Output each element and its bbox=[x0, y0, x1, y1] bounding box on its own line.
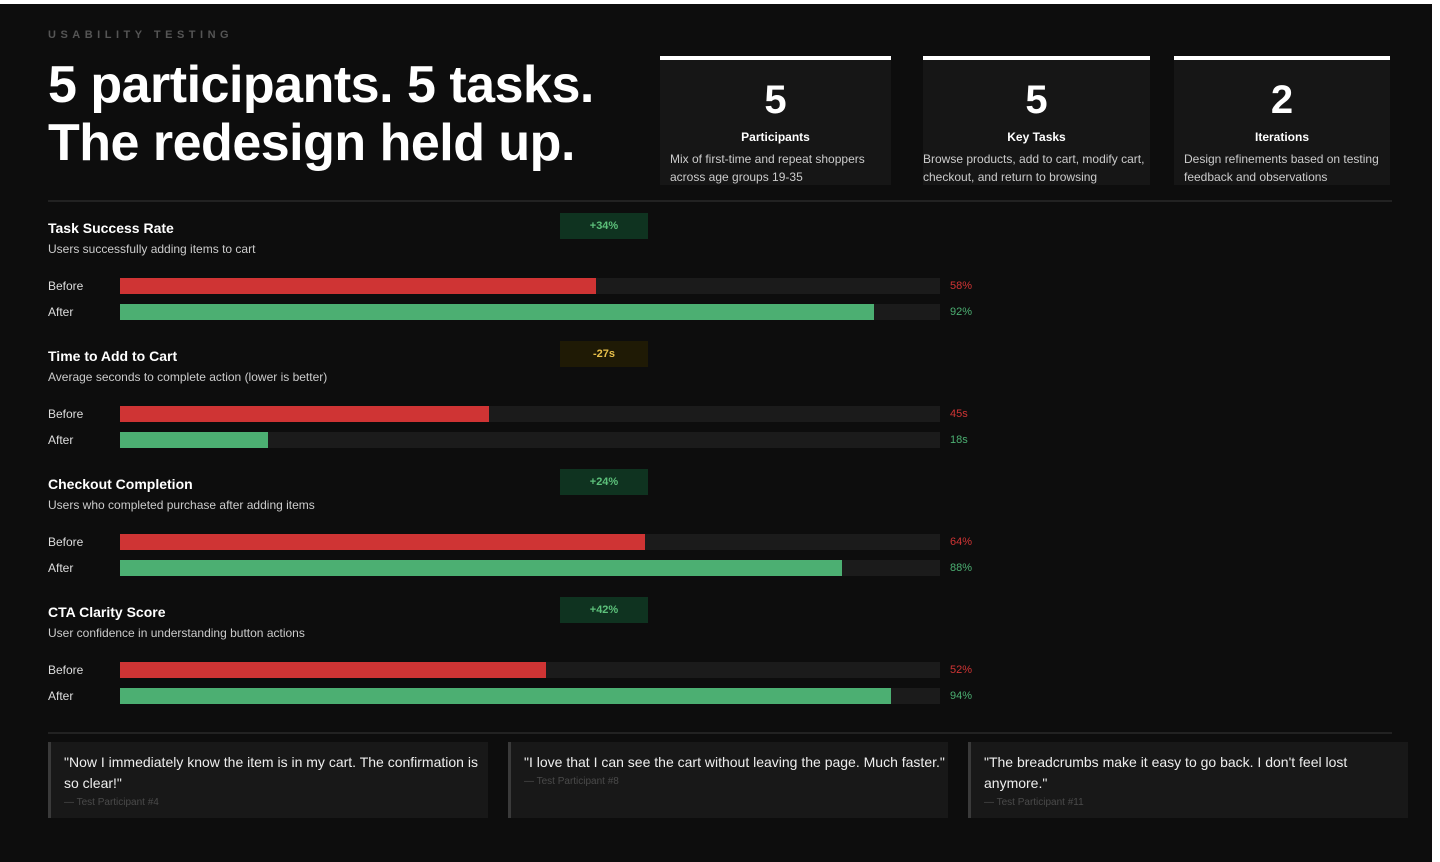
after-value: 94% bbox=[950, 690, 973, 702]
after-value: 18s bbox=[950, 434, 968, 446]
before-value: 58% bbox=[950, 280, 973, 292]
stat-description: Browse products, add to cart, modify car… bbox=[923, 152, 1145, 184]
after-bar-track bbox=[120, 304, 940, 320]
metric-time-to-add-to-cart: Time to Add to Cart Average seconds to c… bbox=[48, 341, 988, 468]
stat-label: Key Tasks bbox=[1007, 130, 1066, 144]
change-badge: +42% bbox=[560, 597, 648, 623]
change-badge: +34% bbox=[560, 213, 648, 239]
metric-subtitle: Users who completed purchase after addin… bbox=[48, 498, 315, 512]
stat-label: Participants bbox=[741, 130, 810, 144]
before-bar-track bbox=[120, 534, 940, 550]
quote-author: — Test Participant #11 bbox=[984, 797, 1084, 808]
after-value: 88% bbox=[950, 562, 973, 574]
quote-card: "Now I immediately know the item is in m… bbox=[48, 742, 488, 818]
before-bar-track bbox=[120, 662, 940, 678]
after-label: After bbox=[48, 561, 74, 575]
before-label: Before bbox=[48, 407, 84, 421]
metric-subtitle: Users successfully adding items to cart bbox=[48, 242, 256, 256]
metric-task-success-rate: Task Success Rate Users successfully add… bbox=[48, 213, 988, 340]
metric-cta-clarity-score: CTA Clarity Score User confidence in und… bbox=[48, 597, 988, 724]
before-row: Before 58% bbox=[48, 278, 988, 294]
divider bbox=[48, 200, 1392, 202]
after-row: After 18s bbox=[48, 432, 988, 448]
after-bar-track bbox=[120, 688, 940, 704]
metric-checkout-completion: Checkout Completion Users who completed … bbox=[48, 469, 988, 596]
before-bar-track bbox=[120, 278, 940, 294]
before-row: Before 45s bbox=[48, 406, 988, 422]
stat-value: 5 bbox=[764, 78, 787, 122]
stat-value: 2 bbox=[1270, 78, 1294, 122]
after-label: After bbox=[48, 433, 74, 447]
after-label: After bbox=[48, 305, 74, 319]
metric-title: Checkout Completion bbox=[48, 476, 193, 492]
usability-testing-page: USABILITY TESTING 5 participants. 5 task… bbox=[0, 4, 1432, 862]
before-label: Before bbox=[48, 279, 84, 293]
after-bar-track bbox=[120, 432, 940, 448]
metric-subtitle: User confidence in understanding button … bbox=[48, 626, 305, 640]
after-value: 92% bbox=[950, 306, 973, 318]
stat-card-participants: 5 Participants Mix of first-time and rep… bbox=[660, 56, 891, 185]
after-bar-track bbox=[120, 560, 940, 576]
metric-title: Task Success Rate bbox=[48, 220, 174, 236]
headline-line-1: 5 participants. 5 tasks. bbox=[48, 56, 594, 114]
after-row: After 94% bbox=[48, 688, 988, 704]
after-label: After bbox=[48, 689, 74, 703]
after-row: After 92% bbox=[48, 304, 988, 320]
before-label: Before bbox=[48, 535, 84, 549]
metric-subtitle: Average seconds to complete action (lowe… bbox=[48, 370, 328, 384]
before-bar-track bbox=[120, 406, 940, 422]
stat-card-iterations: 2 Iterations Design refinements based on… bbox=[1174, 56, 1390, 185]
metric-title: CTA Clarity Score bbox=[48, 604, 166, 620]
before-value: 64% bbox=[950, 536, 973, 548]
before-label: Before bbox=[48, 663, 84, 677]
eyebrow-label: USABILITY TESTING bbox=[48, 29, 234, 41]
metric-title: Time to Add to Cart bbox=[48, 348, 178, 364]
stat-description: Mix of first-time and repeat shoppers ac… bbox=[670, 152, 865, 184]
quote-text: "I love that I can see the cart without … bbox=[524, 754, 945, 770]
after-bar bbox=[120, 432, 268, 448]
quote-text: "The breadcrumbs make it easy to go back… bbox=[984, 754, 1348, 791]
divider bbox=[48, 732, 1392, 734]
before-row: Before 64% bbox=[48, 534, 988, 550]
stat-label: Iterations bbox=[1254, 130, 1309, 144]
quote-author: — Test Participant #4 bbox=[64, 797, 159, 808]
before-bar bbox=[120, 662, 547, 678]
before-value: 45s bbox=[950, 408, 968, 420]
change-badge: +24% bbox=[560, 469, 648, 495]
after-bar bbox=[120, 688, 891, 704]
stat-value: 5 bbox=[1025, 78, 1048, 122]
quote-card: "The breadcrumbs make it easy to go back… bbox=[968, 742, 1408, 818]
headline-line-2: The redesign held up. bbox=[48, 114, 575, 172]
change-badge: -27s bbox=[560, 341, 648, 367]
before-row: Before 52% bbox=[48, 662, 988, 678]
after-bar bbox=[120, 304, 875, 320]
after-bar bbox=[120, 560, 842, 576]
after-row: After 88% bbox=[48, 560, 988, 576]
before-bar bbox=[120, 534, 645, 550]
stat-card-key-tasks: 5 Key Tasks Browse products, add to cart… bbox=[923, 56, 1150, 185]
stat-description: Design refinements based on testing feed… bbox=[1184, 152, 1379, 184]
page-title: 5 participants. 5 tasks. The redesign he… bbox=[48, 56, 594, 172]
quote-author: — Test Participant #8 bbox=[524, 776, 619, 787]
quote-card: "I love that I can see the cart without … bbox=[508, 742, 948, 818]
before-bar bbox=[120, 406, 489, 422]
before-value: 52% bbox=[950, 664, 973, 676]
quote-text: "Now I immediately know the item is in m… bbox=[64, 754, 478, 791]
before-bar bbox=[120, 278, 596, 294]
